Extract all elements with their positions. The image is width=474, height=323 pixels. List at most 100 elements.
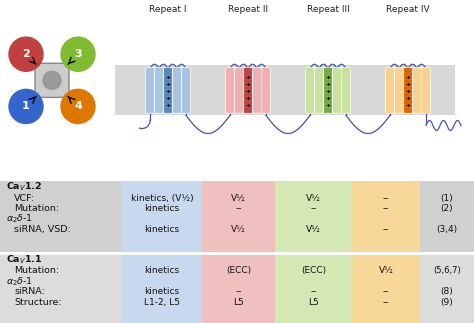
FancyBboxPatch shape	[164, 68, 173, 113]
Text: Repeat IV: Repeat IV	[386, 5, 430, 14]
FancyBboxPatch shape	[173, 68, 181, 113]
FancyBboxPatch shape	[155, 68, 164, 113]
Text: +: +	[165, 75, 171, 80]
Text: V½: V½	[231, 225, 246, 234]
Text: $\alpha_2\delta$-1: $\alpha_2\delta$-1	[6, 276, 33, 288]
FancyBboxPatch shape	[0, 181, 122, 252]
FancyBboxPatch shape	[306, 68, 314, 113]
FancyBboxPatch shape	[333, 68, 341, 113]
Text: Ca$_V$1.1: Ca$_V$1.1	[6, 254, 43, 266]
Text: +: +	[246, 96, 251, 101]
Text: (ECC): (ECC)	[301, 266, 326, 276]
Text: +: +	[165, 82, 171, 87]
FancyBboxPatch shape	[0, 254, 122, 323]
Text: Structure:: Structure:	[14, 298, 62, 307]
Text: --: --	[235, 287, 242, 297]
Text: L5: L5	[308, 298, 319, 307]
Text: --: --	[310, 204, 317, 214]
Text: 3: 3	[74, 49, 82, 59]
FancyBboxPatch shape	[182, 68, 190, 113]
Text: 1: 1	[22, 101, 30, 111]
Text: kinetics: kinetics	[145, 287, 180, 297]
FancyBboxPatch shape	[202, 254, 275, 323]
FancyBboxPatch shape	[413, 68, 421, 113]
FancyBboxPatch shape	[235, 68, 243, 113]
Text: VCF:: VCF:	[14, 194, 35, 203]
Text: --: --	[235, 204, 242, 214]
Text: V½: V½	[379, 266, 393, 276]
Text: $\alpha_2\delta$-1: $\alpha_2\delta$-1	[6, 213, 33, 225]
FancyBboxPatch shape	[226, 68, 234, 113]
Text: +: +	[165, 89, 171, 94]
FancyBboxPatch shape	[420, 254, 474, 323]
Text: 4: 4	[74, 101, 82, 111]
FancyBboxPatch shape	[352, 254, 420, 323]
Text: Repeat II: Repeat II	[228, 5, 268, 14]
FancyBboxPatch shape	[275, 181, 352, 252]
Text: --: --	[383, 225, 389, 234]
Circle shape	[9, 37, 43, 71]
Circle shape	[61, 89, 95, 123]
Text: +: +	[405, 82, 410, 87]
FancyBboxPatch shape	[395, 68, 403, 113]
Text: (9): (9)	[441, 298, 453, 307]
Text: siRNA, VSD:: siRNA, VSD:	[14, 225, 71, 234]
FancyBboxPatch shape	[324, 68, 332, 113]
Text: +: +	[246, 75, 251, 80]
Text: L5: L5	[233, 298, 244, 307]
Circle shape	[43, 71, 61, 89]
FancyBboxPatch shape	[315, 68, 323, 113]
FancyBboxPatch shape	[122, 181, 202, 252]
Text: +: +	[246, 82, 251, 87]
Text: (5,6,7): (5,6,7)	[433, 266, 461, 276]
Text: +: +	[405, 75, 410, 80]
Circle shape	[9, 89, 43, 123]
Text: --: --	[383, 204, 389, 214]
FancyBboxPatch shape	[253, 68, 261, 113]
Text: siRNA:: siRNA:	[14, 287, 45, 297]
Text: (1): (1)	[441, 194, 453, 203]
Text: Repeat I: Repeat I	[149, 5, 187, 14]
Text: Repeat III: Repeat III	[307, 5, 349, 14]
Text: --: --	[383, 298, 389, 307]
Text: V½: V½	[306, 194, 321, 203]
Text: +: +	[246, 103, 251, 108]
Text: (3,4): (3,4)	[437, 225, 457, 234]
Text: 2: 2	[22, 49, 30, 59]
Text: --: --	[310, 287, 317, 297]
FancyBboxPatch shape	[386, 68, 394, 113]
FancyBboxPatch shape	[202, 181, 275, 252]
FancyBboxPatch shape	[262, 68, 270, 113]
FancyBboxPatch shape	[342, 68, 350, 113]
FancyBboxPatch shape	[122, 254, 202, 323]
FancyBboxPatch shape	[244, 68, 252, 113]
Text: +: +	[405, 103, 410, 108]
Text: (8): (8)	[441, 287, 453, 297]
Text: +: +	[325, 75, 331, 80]
Text: +: +	[246, 89, 251, 94]
FancyBboxPatch shape	[275, 254, 352, 323]
FancyBboxPatch shape	[115, 65, 455, 115]
Text: Ca$_V$1.2: Ca$_V$1.2	[6, 181, 42, 193]
Text: +: +	[165, 103, 171, 108]
Text: kinetics: kinetics	[145, 225, 180, 234]
FancyBboxPatch shape	[35, 63, 69, 97]
Text: Mutation:: Mutation:	[14, 266, 59, 276]
FancyBboxPatch shape	[404, 68, 412, 113]
Text: (2): (2)	[441, 204, 453, 214]
Text: Mutation:: Mutation:	[14, 204, 59, 214]
Text: kinetics: kinetics	[145, 266, 180, 276]
Text: +: +	[325, 96, 331, 101]
Text: V½: V½	[231, 194, 246, 203]
Text: +: +	[325, 89, 331, 94]
Text: +: +	[325, 82, 331, 87]
Text: (ECC): (ECC)	[226, 266, 251, 276]
Text: kinetics: kinetics	[145, 204, 180, 214]
Text: +: +	[405, 89, 410, 94]
Text: +: +	[325, 103, 331, 108]
Text: --: --	[383, 287, 389, 297]
Text: kinetics, (V½): kinetics, (V½)	[131, 194, 193, 203]
Text: V½: V½	[306, 225, 321, 234]
Text: L1-2, L5: L1-2, L5	[144, 298, 180, 307]
Text: +: +	[165, 96, 171, 101]
